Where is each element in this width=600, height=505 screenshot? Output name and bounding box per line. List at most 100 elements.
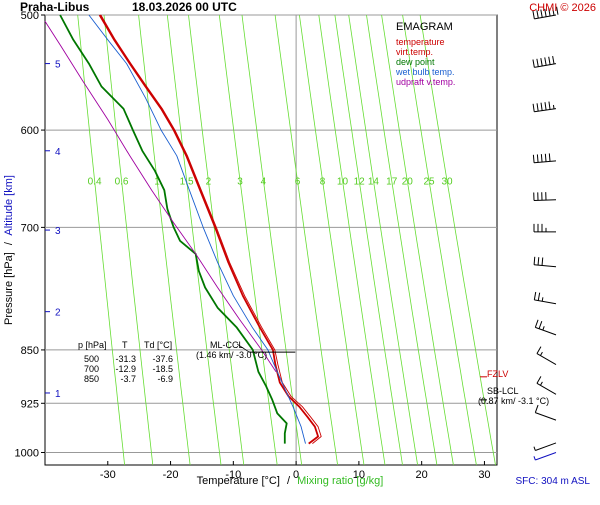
x-axis-label-mixing: Mixing ratio [g/kg] xyxy=(297,475,383,487)
fzlv-label: FZLV xyxy=(487,369,508,379)
mixing-ratio-label: 8 xyxy=(320,177,326,188)
wind-barb xyxy=(533,153,556,162)
temperature-tick-label: 30 xyxy=(478,469,490,481)
altitude-tick-label: 4 xyxy=(55,147,61,158)
wind-barb-half-feather xyxy=(543,326,544,330)
altitude-tick-label: 3 xyxy=(55,226,61,237)
wind-barb-feather xyxy=(533,60,534,68)
wind-barb-surface xyxy=(534,453,556,461)
wind-barb-half-feather xyxy=(553,105,554,109)
temperature-tick-label: -30 xyxy=(100,469,116,481)
wind-barb xyxy=(537,376,556,394)
wind-barb-half-feather xyxy=(540,382,542,385)
pressure-tick-label: 925 xyxy=(21,398,39,410)
wind-barb-feather xyxy=(534,257,535,265)
wind-barb-staff xyxy=(535,413,556,421)
wind-barb-feather xyxy=(537,347,541,354)
table-header-td: Td [°C] xyxy=(144,340,172,350)
wind-barb-feather xyxy=(545,154,546,162)
wind-barb-feather xyxy=(553,56,554,64)
mixing-ratio-label: 0.4 xyxy=(88,177,102,188)
altitude-tick-label: 2 xyxy=(55,308,61,319)
wind-barb-feather xyxy=(541,103,542,111)
pressure-tick-label: 700 xyxy=(21,222,39,234)
sounding-datetime: 18.03.2026 00 UTC xyxy=(132,0,237,14)
wind-barb xyxy=(534,224,556,232)
table-cell: -18.5 xyxy=(152,364,173,374)
wind-barb-feather xyxy=(538,293,539,301)
x-axis-title: Temperature [°C] / Mixing ratio [g/kg] xyxy=(197,475,384,487)
wind-barb-feather xyxy=(535,405,538,413)
wind-barb-feather xyxy=(538,257,539,265)
wind-barb-half-feather xyxy=(542,297,543,301)
ml-ccl-label: ML-CCL xyxy=(210,340,244,350)
wind-barb-staff xyxy=(535,327,556,335)
wind-barb-half-feather xyxy=(534,456,535,460)
wind-barb-feather xyxy=(537,59,538,67)
table-header-t: T xyxy=(122,340,128,350)
mixing-ratio-label: 6 xyxy=(295,177,301,188)
station-table: p [hPa] T Td [°C] 500 -31.3 -37.6 700 -1… xyxy=(78,340,173,384)
sb-lcl-label: SB-LCL xyxy=(487,386,519,396)
surface-info: SFC: 304 m ASL xyxy=(516,476,591,487)
wind-barb-feather xyxy=(533,155,534,163)
mixing-ratio-label: 25 xyxy=(423,177,435,188)
mixing-ratio-label: 17 xyxy=(386,177,398,188)
mixing-ratio-label: 2 xyxy=(206,177,212,188)
wind-barb-feather xyxy=(541,58,542,66)
wind-barb-feather xyxy=(545,57,546,65)
pressure-tick-label: 600 xyxy=(21,125,39,137)
wind-barb-feather xyxy=(535,320,538,328)
wind-barb-staff xyxy=(537,354,556,365)
copyright-label: CHMI © 2026 xyxy=(529,2,596,14)
wind-barb-feather xyxy=(539,321,542,329)
wind-barb xyxy=(535,405,556,420)
mixing-ratio-label: 12 xyxy=(354,177,366,188)
y-axis-title: Pressure [hPa] / Altitude [km] xyxy=(3,175,15,325)
legend-updraft: udpraft v.temp. xyxy=(396,77,455,87)
pressure-tick-label: 850 xyxy=(21,345,39,357)
wind-barb-feather xyxy=(537,154,538,162)
table-cell: -12.9 xyxy=(115,364,136,374)
mixing-ratio-label: 10 xyxy=(337,177,349,188)
wind-barb-staff xyxy=(534,161,556,163)
wind-barb-feather xyxy=(541,154,542,162)
table-header-pressure: p [hPa] xyxy=(78,340,107,350)
table-cell: 500 xyxy=(84,354,99,364)
wind-barbs xyxy=(533,7,558,460)
wind-barb-feather xyxy=(537,376,541,383)
wind-barb-feather xyxy=(542,258,543,266)
wind-barb xyxy=(537,347,556,365)
wind-barb xyxy=(534,192,556,200)
chart-title: EMAGRAM xyxy=(396,21,453,33)
wind-barb-half-feather xyxy=(540,352,542,355)
ml-ccl-value: (1.46 km/ -3.0 °C) xyxy=(196,350,267,360)
wind-barb-feather xyxy=(545,102,546,110)
sb-lcl-value: (0.87 km/ -3.1 °C) xyxy=(478,396,549,406)
svg-text:Pressure [hPa] /: Pressure [hPa] / Altitude [km] xyxy=(3,175,15,325)
wind-barb xyxy=(534,292,556,304)
temperature-tick-label: 20 xyxy=(416,469,428,481)
wind-barb xyxy=(534,443,556,451)
table-cell: -3.7 xyxy=(120,374,136,384)
wind-barb-staff xyxy=(537,383,556,394)
wind-barb-feather xyxy=(549,102,550,110)
wind-barb xyxy=(535,320,556,335)
wind-barb-staff xyxy=(534,265,556,267)
mixing-ratio-label: 3 xyxy=(237,177,243,188)
altitude-tick-label: 5 xyxy=(55,60,61,71)
x-axis-separator: / xyxy=(287,475,291,487)
wind-barb-staff xyxy=(535,453,556,461)
wind-barb-staff xyxy=(534,200,556,201)
wind-barb-staff xyxy=(534,300,556,304)
x-axis-label: Temperature [°C] xyxy=(197,475,280,487)
legend-dew-point: dew point xyxy=(396,57,435,67)
pressure-tick-label: 1000 xyxy=(15,448,39,460)
legend-temperature: temperature xyxy=(396,37,445,47)
station-name: Praha-Libus xyxy=(20,0,90,14)
wind-barb-feather xyxy=(549,57,550,65)
y-axis-label-altitude: Altitude [km] xyxy=(3,175,15,236)
wind-barb-feather xyxy=(534,292,535,300)
legend-virt-temp: virt.temp. xyxy=(396,47,433,57)
